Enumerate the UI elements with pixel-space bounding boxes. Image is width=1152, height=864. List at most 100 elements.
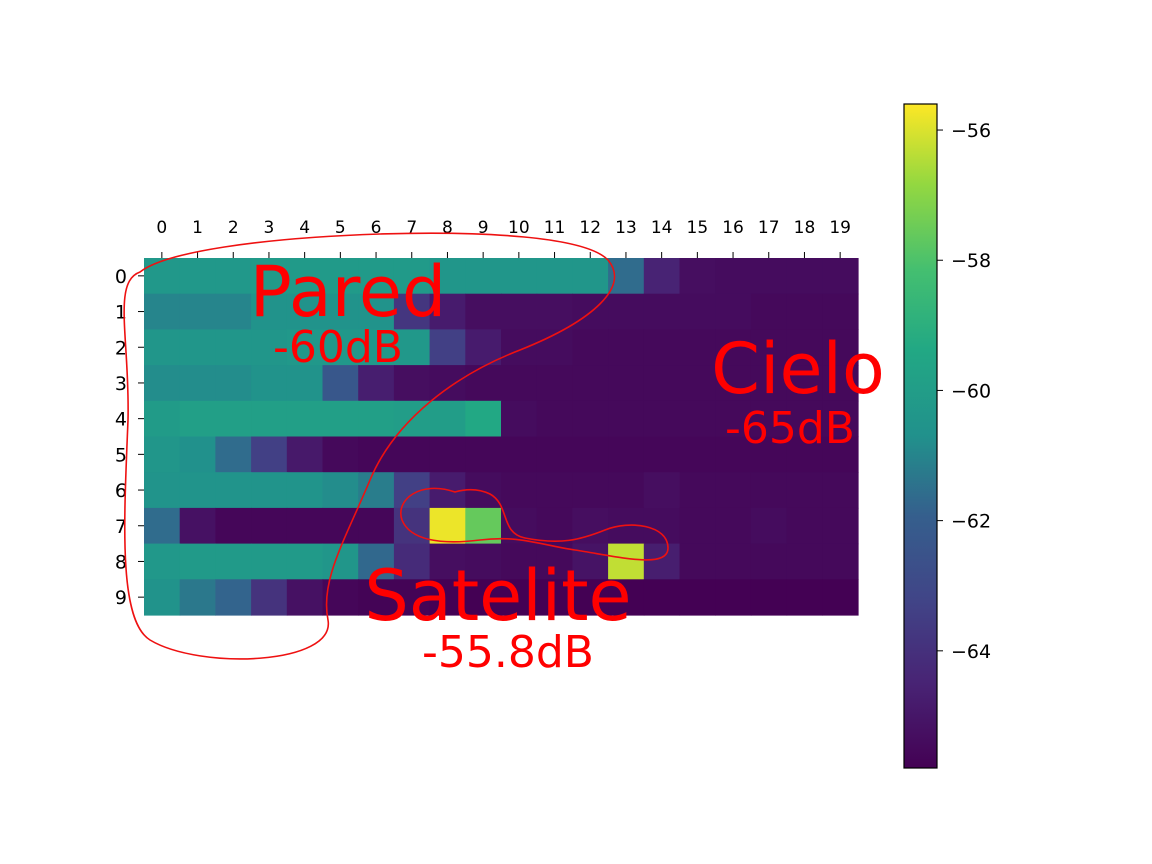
x-tick-label: 3 xyxy=(264,218,275,238)
heatmap-cell-r0-c18 xyxy=(786,258,823,295)
heatmap-cell-r4-c10 xyxy=(501,400,538,438)
heatmap-cell-r1-c10 xyxy=(501,293,538,330)
heatmap-cell-r7-c16 xyxy=(715,507,752,545)
heatmap-cell-r8-c15 xyxy=(679,543,716,580)
heatmap-cell-r9-c12 xyxy=(572,579,609,616)
x-tick-label: 6 xyxy=(371,218,382,238)
heatmap-cell-r7-c18 xyxy=(786,507,823,545)
x-tick-label: 7 xyxy=(406,218,417,238)
pared-value: -60dB xyxy=(273,322,403,373)
heatmap-cell-r5-c11 xyxy=(536,436,573,473)
heatmap-cell-r0-c10 xyxy=(501,258,538,295)
colorbar-tick-label: −58 xyxy=(951,250,991,272)
heatmap-cell-r8-c13 xyxy=(608,543,645,580)
heatmap-cell-r6-c1 xyxy=(179,472,216,509)
heatmap-cell-r9-c6 xyxy=(358,579,395,616)
heatmap-cell-r6-c13 xyxy=(608,472,645,509)
heatmap-cell-r9-c11 xyxy=(536,579,573,616)
pared-label: Pared xyxy=(250,251,447,333)
heatmap-cell-r4-c0 xyxy=(144,400,181,438)
heatmap-cell-r7-c3 xyxy=(251,507,288,545)
heatmap-cell-r3-c14 xyxy=(643,365,681,402)
heatmap-cell-r3-c17 xyxy=(750,365,788,402)
heatmap-cell-r6-c12 xyxy=(572,472,609,509)
heatmap-cell-r2-c14 xyxy=(643,329,681,366)
heatmap-cell-r0-c8 xyxy=(429,258,466,295)
heatmap-cell-r1-c14 xyxy=(643,293,681,330)
heatmap-cell-r7-c15 xyxy=(679,507,716,545)
heatmap-cell-r2-c13 xyxy=(608,329,645,366)
heatmap-cell-r6-c7 xyxy=(393,472,431,509)
heatmap-cell-r4-c16 xyxy=(715,400,752,438)
heatmap-cell-r3-c15 xyxy=(679,365,716,402)
heatmap-cell-r4-c19 xyxy=(822,400,859,438)
heatmap-cell-r3-c8 xyxy=(429,365,466,402)
x-tick-label: 13 xyxy=(615,218,637,238)
heatmap-cell-r5-c12 xyxy=(572,436,609,473)
heatmap-cell-r1-c18 xyxy=(786,293,823,330)
heatmap-cell-r8-c11 xyxy=(536,543,573,580)
heatmap-cell-r1-c11 xyxy=(536,293,573,330)
heatmap-cell-r1-c15 xyxy=(679,293,716,330)
x-tick-label: 12 xyxy=(579,218,601,238)
heatmap-cell-r4-c3 xyxy=(251,400,288,438)
x-tick-label: 1 xyxy=(192,218,203,238)
heatmap-cell-r0-c13 xyxy=(608,258,645,295)
heatmap-cell-r7-c5 xyxy=(322,507,359,545)
heatmap-cell-r0-c5 xyxy=(322,258,359,295)
heatmap-cell-r1-c2 xyxy=(215,293,252,330)
heatmap-cell-r5-c7 xyxy=(393,436,431,473)
heatmap-cell-r6-c19 xyxy=(822,472,859,509)
heatmap-cell-r2-c10 xyxy=(501,329,538,366)
heatmap-cell-r3-c6 xyxy=(358,365,395,402)
heatmap-cell-r4-c1 xyxy=(179,400,216,438)
heatmap-cell-r7-c1 xyxy=(179,507,216,545)
heatmap-cell-r3-c5 xyxy=(322,365,359,402)
heatmap-cell-r2-c19 xyxy=(822,329,859,366)
heatmap-cell-r9-c17 xyxy=(750,579,788,616)
heatmap-cell-r8-c17 xyxy=(750,543,788,580)
heatmap-cell-r1-c4 xyxy=(286,293,324,330)
heatmap-cell-r6-c5 xyxy=(322,472,359,509)
y-tick-label: 3 xyxy=(115,373,127,395)
x-tick-label: 8 xyxy=(442,218,453,238)
heatmap-cell-r6-c0 xyxy=(144,472,181,509)
y-tick-label: 2 xyxy=(115,337,127,359)
heatmap-cell-r2-c16 xyxy=(715,329,752,366)
heatmap-cell-r2-c3 xyxy=(251,329,288,366)
y-tick-label: 8 xyxy=(115,551,127,573)
heatmap-cell-r6-c17 xyxy=(750,472,788,509)
heatmap-cell-r4-c17 xyxy=(750,400,788,438)
heatmap-cell-r0-c7 xyxy=(393,258,431,295)
heatmap-cell-r5-c4 xyxy=(286,436,324,473)
heatmap-cell-r2-c8 xyxy=(429,329,466,366)
heatmap-cell-r7-c14 xyxy=(643,507,681,545)
heatmap-cell-r4-c18 xyxy=(786,400,823,438)
heatmap-cell-r4-c12 xyxy=(572,400,609,438)
heatmap-cell-r3-c4 xyxy=(286,365,324,402)
heatmap-cell-r4-c15 xyxy=(679,400,716,438)
x-axis-top: 0 1 2 3 4 5 6 7 8 9 10 11 12 13 14 15 16 17 18 19 xyxy=(156,218,851,258)
heatmap-cell-r6-c14 xyxy=(643,472,681,509)
heatmap-cell-r2-c2 xyxy=(215,329,252,366)
heatmap-cell-r8-c18 xyxy=(786,543,823,580)
heatmap-cell-r8-c7 xyxy=(393,543,431,580)
heatmap-cell-r2-c12 xyxy=(572,329,609,366)
heatmap-cell-r0-c2 xyxy=(215,258,252,295)
heatmap-cell-r7-c4 xyxy=(286,507,324,545)
heatmap-cell-r2-c1 xyxy=(179,329,216,366)
heatmap-cell-r9-c9 xyxy=(465,579,502,616)
heatmap-cell-r0-c14 xyxy=(643,258,681,295)
heatmap-cell-r8-c16 xyxy=(715,543,752,580)
x-tick-label: 2 xyxy=(228,218,239,238)
hand-annotations: Pared -60dB Cielo -65dB Satelite -55.8dB xyxy=(123,232,885,678)
heatmap-cell-r5-c19 xyxy=(822,436,859,473)
heatmap-cell-r0-c17 xyxy=(750,258,788,295)
y-tick-label: 4 xyxy=(115,409,127,431)
heatmap-cell-r9-c2 xyxy=(215,579,252,616)
heatmap-cell-r0-c6 xyxy=(358,258,395,295)
heatmap-cell-r6-c11 xyxy=(536,472,573,509)
heatmap-cell-r0-c9 xyxy=(465,258,502,295)
heatmap-cell-r1-c13 xyxy=(608,293,645,330)
